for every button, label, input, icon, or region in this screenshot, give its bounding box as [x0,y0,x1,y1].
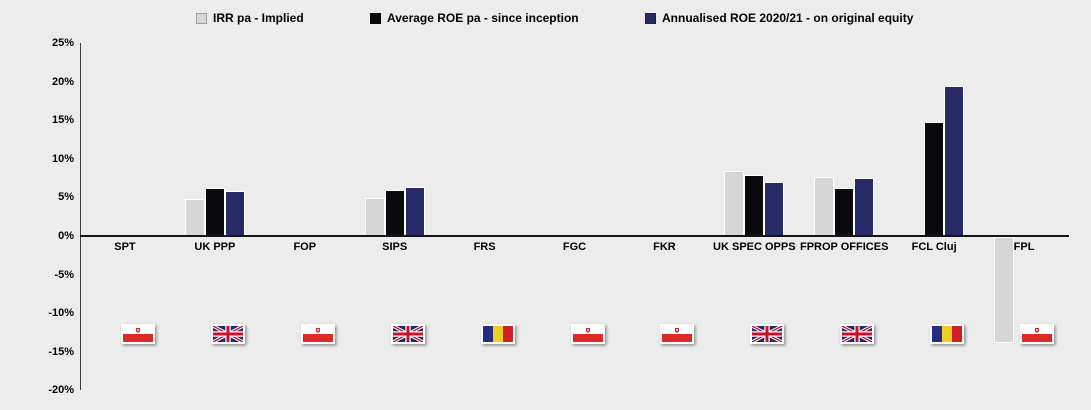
chart-legend: IRR pa - Implied Average ROE pa - since … [0,0,1091,34]
flag-uk-icon [390,324,425,344]
category-label: FKR [653,241,676,253]
bar-irr [364,198,385,236]
zero-axis-line [80,235,1069,237]
flag-romania-icon [930,324,965,344]
legend-label-avg-roe: Average ROE pa - since inception [387,11,579,25]
y-axis-tick-label: -10% [48,307,74,320]
flag-poland-icon [1020,324,1055,344]
category-label: FCL Cluj [911,241,957,253]
legend-label-irr: IRR pa - Implied [213,11,304,25]
bar-avg-roe [744,175,765,236]
y-axis-tick-label: 5% [58,191,74,204]
category-label: UK SPEC OPPS [713,241,796,253]
legend-item-annualised-roe: Annualised ROE 2020/21 - on original equ… [645,11,913,25]
bar-annualised-roe [764,182,785,236]
y-axis-tick-label: 0% [58,230,74,242]
category-label: UK PPP [194,241,236,253]
y-axis-tick-label: 25% [51,37,74,50]
category-label: FGC [562,241,587,253]
bar-avg-roe [384,189,405,236]
flag-poland-icon [660,324,695,344]
flag-uk-icon [840,324,875,344]
bar-irr [724,171,745,236]
bar-avg-roe [834,188,855,236]
y-axis-tick-label: -20% [48,384,74,397]
category-label: SPT [114,241,136,253]
flag-poland-icon [300,324,335,344]
flag-romania-icon [480,324,515,344]
flag-poland-icon [570,324,605,344]
flag-uk-icon [750,324,785,344]
flag-poland-icon [120,324,155,344]
bar-annualised-roe [944,86,965,236]
annualised-roe-series-swatch-icon [645,12,656,24]
bar-annualised-roe [404,186,425,236]
category-label: FPROP OFFICES [800,241,889,253]
bar-avg-roe [924,121,945,236]
y-axis-tick-label: 20% [51,75,74,88]
legend-label-annualised-roe: Annualised ROE 2020/21 - on original equ… [662,11,914,25]
legend-item-avg-roe: Average ROE pa - since inception [370,11,579,25]
bar-irr [994,237,1015,344]
y-axis-tick-label: 10% [51,152,74,165]
category-label: FOP [293,241,317,253]
bar-annualised-roe [854,178,875,236]
flag-uk-icon [210,324,245,344]
bar-irr [184,198,205,236]
irr-series-swatch-icon [196,12,207,24]
bar-irr [814,177,835,236]
category-label: FRS [473,241,496,253]
bar-avg-roe [204,188,225,236]
y-axis-tick-label: -5% [54,268,74,281]
category-label: FPL [1013,241,1035,253]
y-axis-tick-label: -15% [48,345,74,358]
category-label: SIPS [382,241,408,253]
bar-annualised-roe [224,191,245,236]
y-axis-line [80,43,81,391]
legend-item-irr: IRR pa - Implied [196,11,304,25]
avg-roe-series-swatch-icon [370,12,381,24]
y-axis-tick-label: 15% [51,114,74,127]
